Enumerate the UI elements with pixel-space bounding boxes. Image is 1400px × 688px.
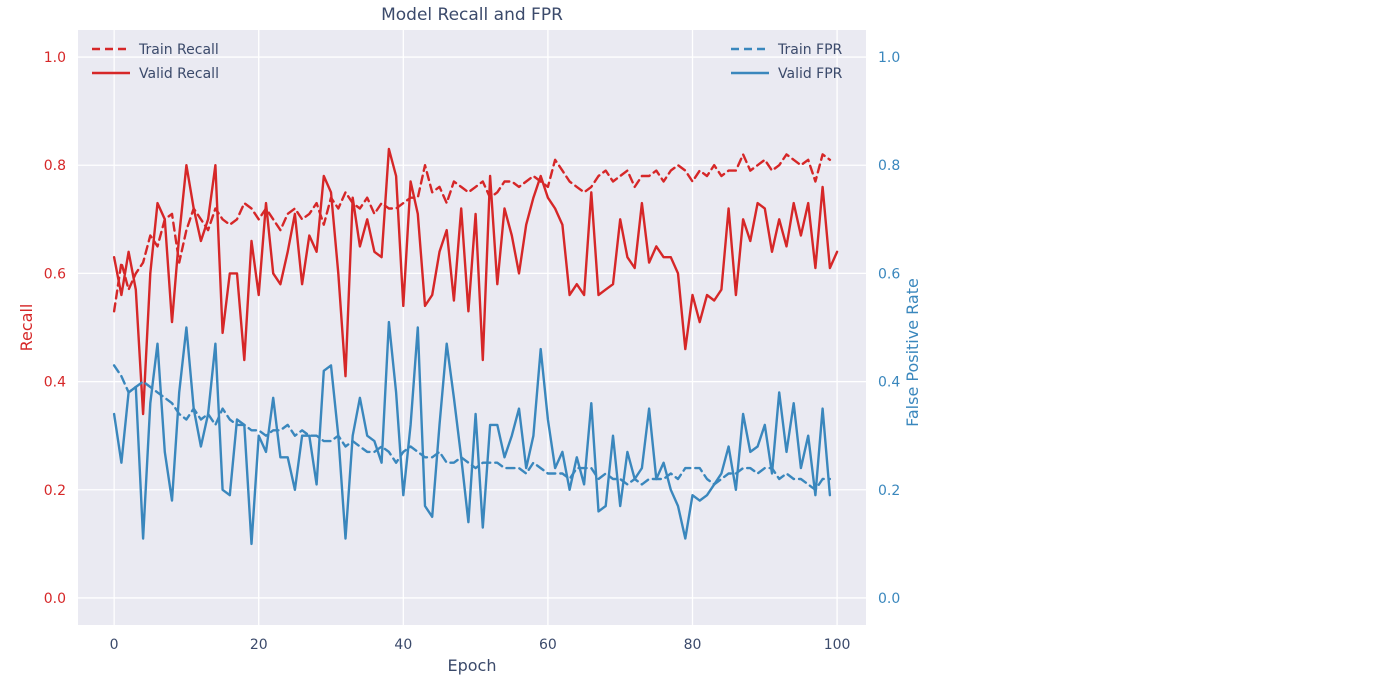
legend-label-valid-recall: Valid Recall [139,66,219,82]
x-tick-label-0: 0 [110,637,119,653]
y-right-tick-label-1.0: 1.0 [878,50,900,66]
y-left-tick-label-0.4: 0.4 [44,375,66,391]
legend-label-valid-fpr: Valid FPR [778,66,843,82]
series-line-valid-fpr [112,320,832,546]
y-right-tick-labels: 0.0 0.2 0.4 0.6 0.8 1.0 [878,50,900,607]
y-right-tick-label-0.6: 0.6 [878,266,900,282]
y-right-tick-label-0.4: 0.4 [878,375,900,391]
x-tick-label-60: 60 [539,637,557,653]
x-tick-label-40: 40 [394,637,412,653]
chart-title: Model Recall and FPR [381,5,563,25]
y-left-tick-label-0.8: 0.8 [44,158,66,174]
y-left-tick-label-0.2: 0.2 [44,483,66,499]
y-left-tick-label-0.0: 0.0 [44,591,66,607]
legend-label-train-fpr: Train FPR [777,42,843,58]
x-tick-label-100: 100 [824,637,851,653]
legend-left: Train Recall Valid Recall [92,42,219,82]
y-left-tick-label-0.6: 0.6 [44,266,66,282]
series-line-train-recall [112,153,832,313]
x-axis-label: Epoch [448,656,497,675]
x-tick-label-80: 80 [684,637,702,653]
y-right-tick-label-0.8: 0.8 [878,158,900,174]
plot-area [78,30,866,625]
y-left-axis-label: Recall [17,304,36,352]
y-left-tick-label-1.0: 1.0 [44,50,66,66]
y-right-tick-label-0.2: 0.2 [878,483,900,499]
series-line-valid-recall [112,147,839,416]
legend-right: Train FPR Valid FPR [731,42,843,82]
x-tick-label-20: 20 [250,637,268,653]
y-right-axis-label: False Positive Rate [903,278,922,427]
x-tick-labels: 0 20 40 60 80 100 [110,637,851,653]
y-left-tick-labels: 0.0 0.2 0.4 0.6 0.8 1.0 [44,50,66,607]
y-right-tick-label-0.0: 0.0 [878,591,900,607]
series-layer [112,147,839,546]
legend-label-train-recall: Train Recall [138,42,219,58]
